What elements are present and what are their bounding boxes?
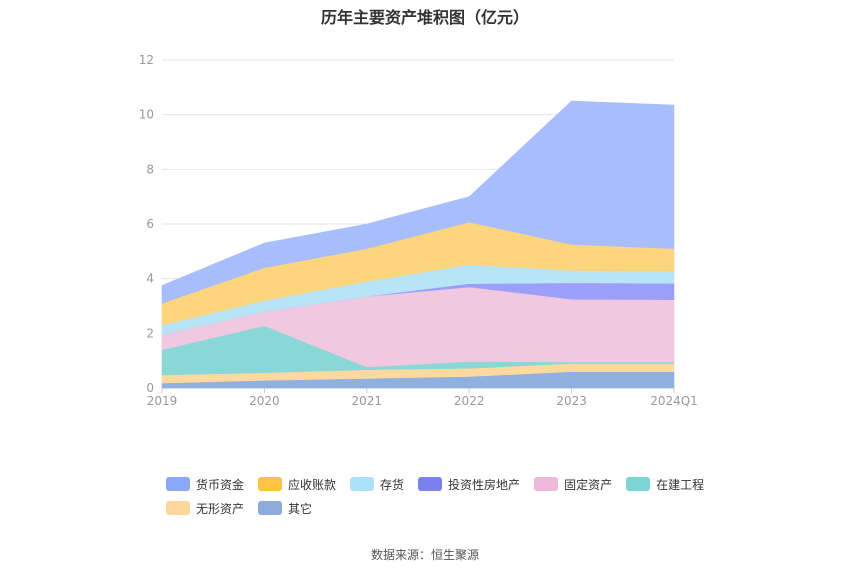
legend-label: 货币资金 <box>196 477 245 492</box>
legend-item[interactable]: 投资性房地产 <box>418 472 520 496</box>
legend-label: 投资性房地产 <box>448 477 521 492</box>
legend-item[interactable]: 无形资产 <box>166 496 244 520</box>
y-tick-label: 4 <box>146 272 154 286</box>
area-series[interactable] <box>161 100 675 304</box>
x-tick-label: 2023 <box>556 394 587 408</box>
y-tick-label: 2 <box>146 326 154 340</box>
legend-swatch <box>350 477 375 491</box>
legend-item[interactable]: 存货 <box>350 472 404 496</box>
legend-swatch <box>534 477 559 491</box>
x-tick-label: 2021 <box>352 394 383 408</box>
data-source: 数据来源：恒生聚源 <box>370 548 479 562</box>
x-tick-label: 2020 <box>249 394 280 408</box>
y-tick-label: 6 <box>146 217 154 231</box>
y-tick-label: 12 <box>139 53 154 67</box>
legend-label: 在建工程 <box>656 477 705 492</box>
y-tick-label: 0 <box>146 381 154 395</box>
y-tick-label: 8 <box>146 162 154 176</box>
legend-label: 存货 <box>380 477 405 492</box>
legend-label: 应收账款 <box>288 477 337 492</box>
chart-title: 历年主要资产堆积图（亿元） <box>320 8 529 27</box>
legend-item[interactable]: 应收账款 <box>258 472 336 496</box>
legend-item[interactable]: 货币资金 <box>166 472 244 496</box>
legend-swatch <box>258 477 283 491</box>
legend-swatch <box>418 477 443 491</box>
x-tick-label: 2022 <box>454 394 485 408</box>
legend-swatch <box>166 477 190 491</box>
legend-label: 无形资产 <box>196 501 245 516</box>
y-tick-label: 10 <box>139 108 154 122</box>
legend-swatch <box>626 477 651 491</box>
legend-item[interactable]: 在建工程 <box>626 472 704 496</box>
legend-label: 固定资产 <box>564 477 613 492</box>
legend-item[interactable]: 固定资产 <box>534 472 612 496</box>
chart-legend: 货币资金 应收账款 存货 投资性房地产 固定资产 在建工程无形资产 其它 <box>166 472 726 520</box>
legend-swatch <box>258 501 283 515</box>
legend-label: 其它 <box>288 501 313 516</box>
x-tick-label: 2019 <box>147 394 178 408</box>
legend-swatch <box>166 501 190 515</box>
legend-item[interactable]: 其它 <box>258 496 312 520</box>
x-tick-label: 2024Q1 <box>650 394 698 408</box>
